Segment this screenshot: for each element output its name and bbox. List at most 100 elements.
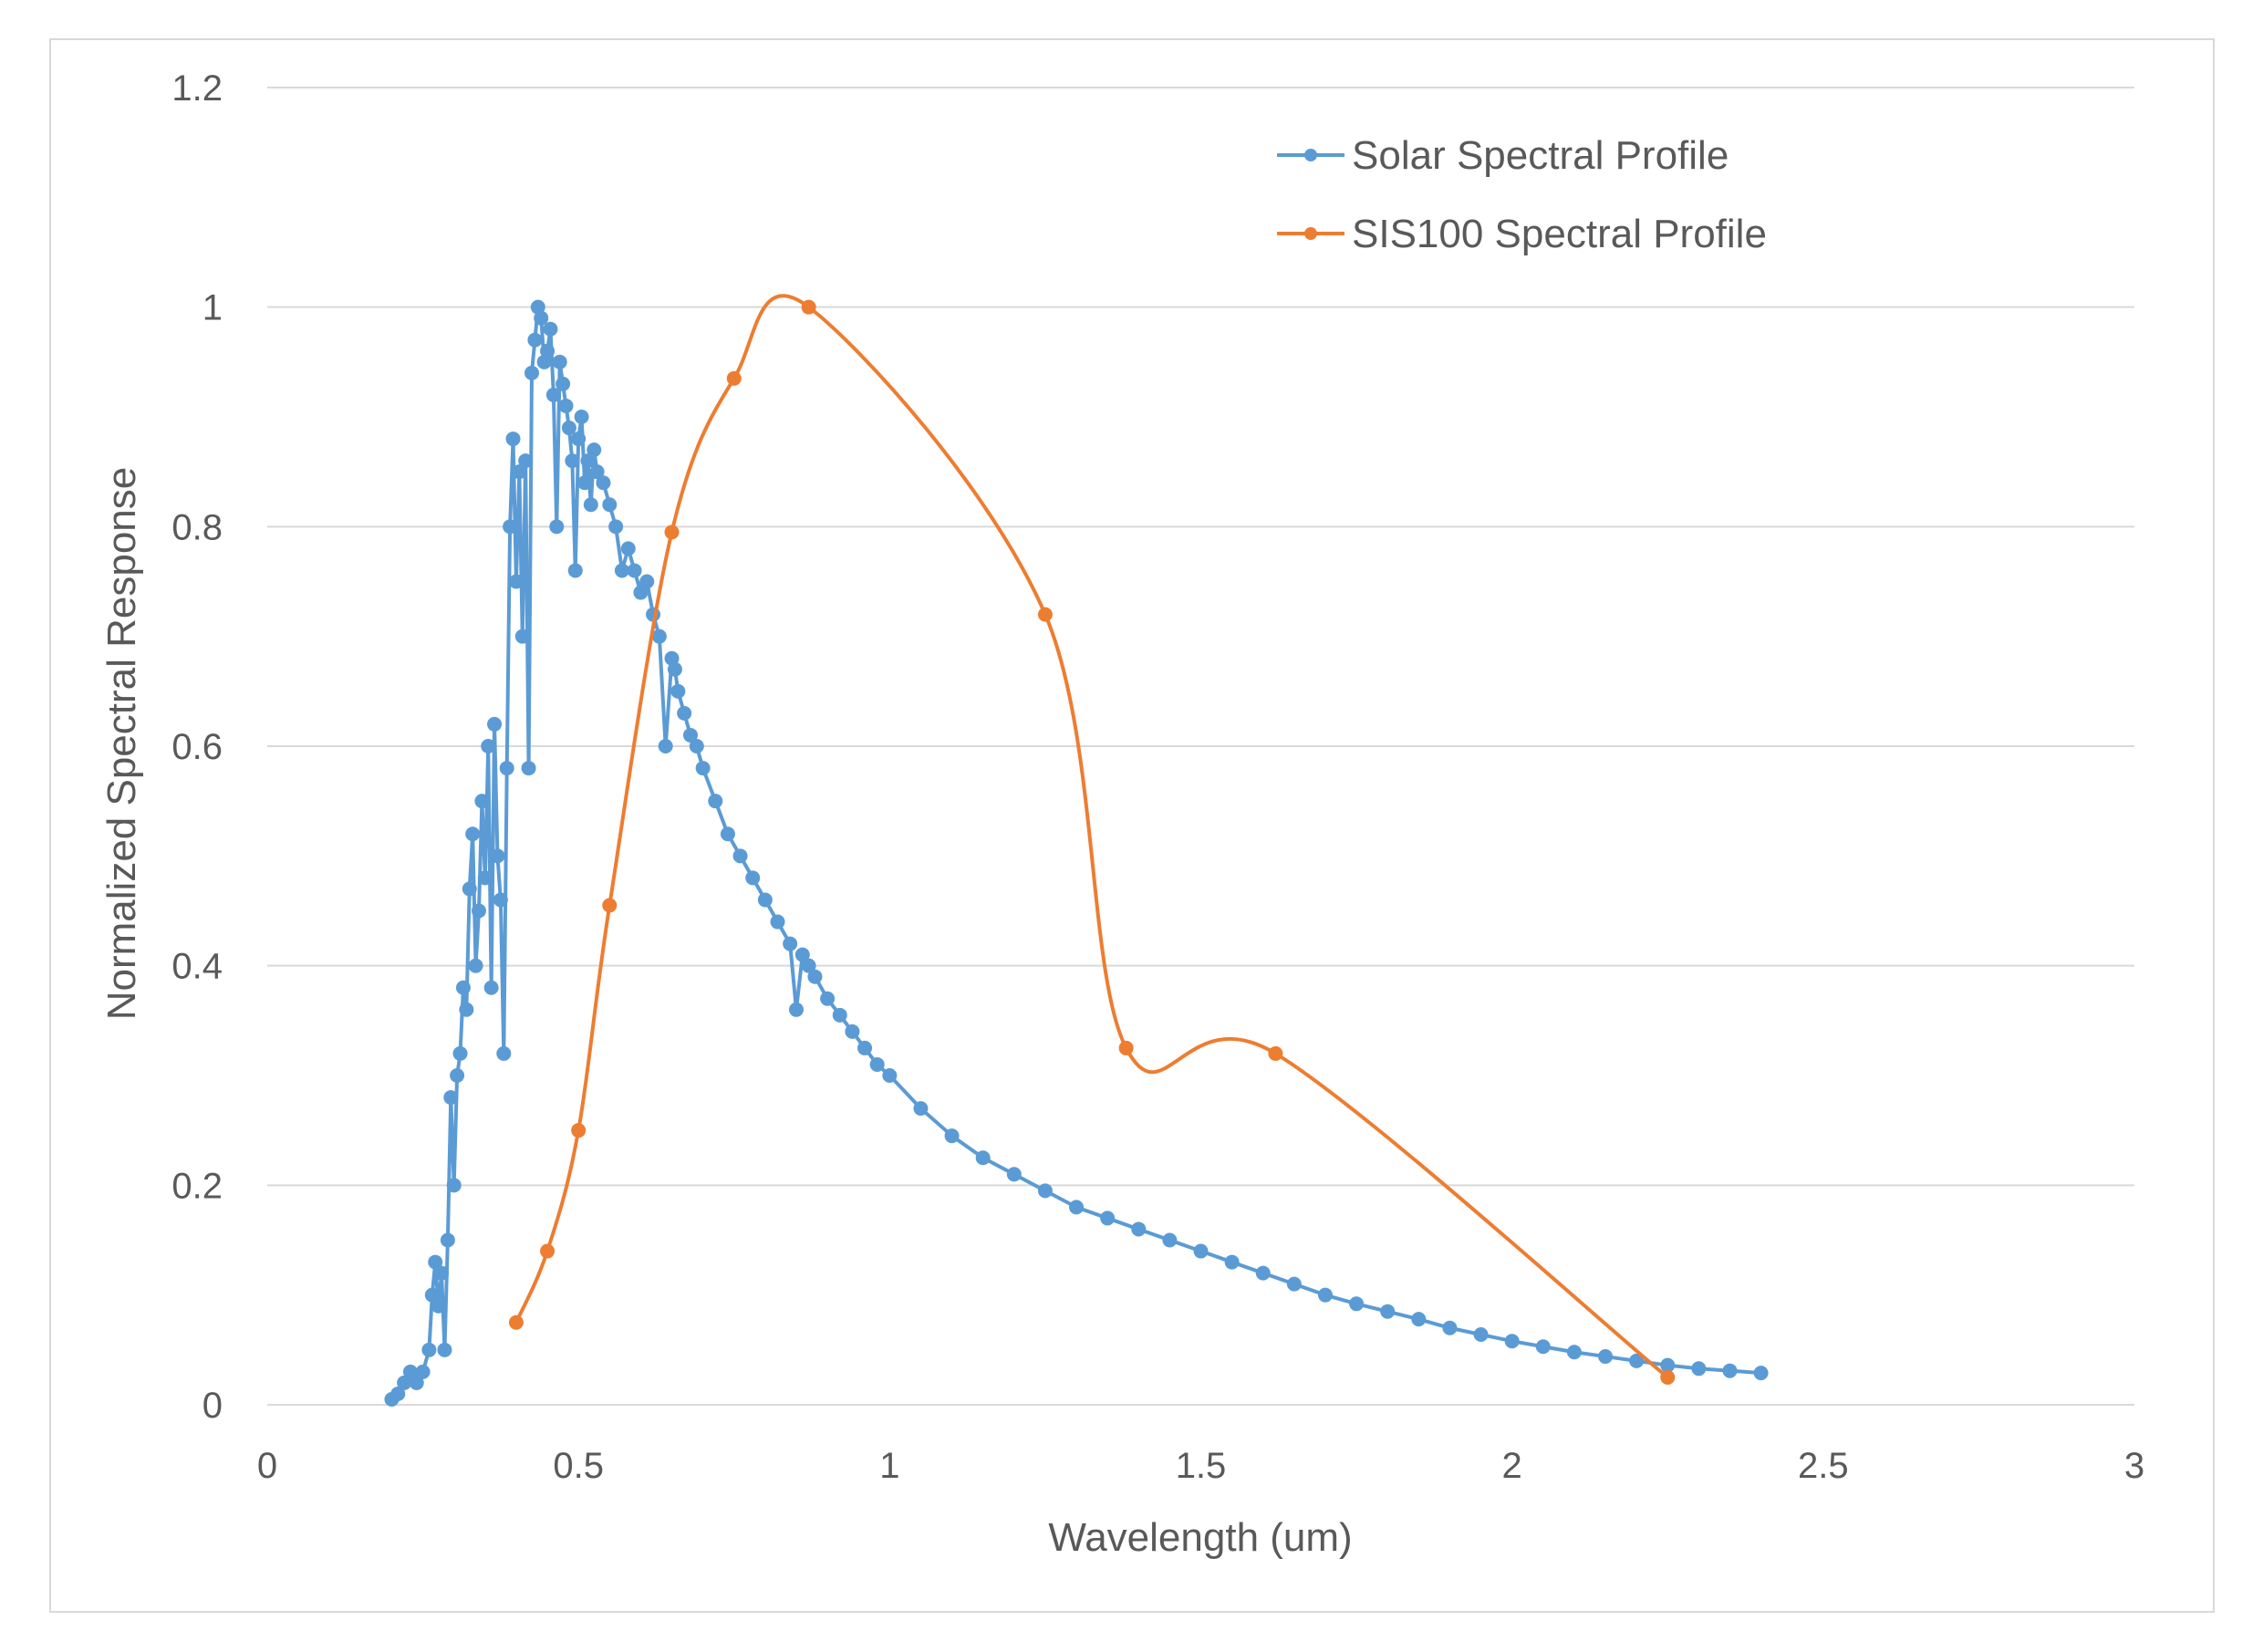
data-point: [474, 794, 490, 809]
data-point: [1193, 1243, 1209, 1259]
legend-sis100-label: SIS100 Spectral Profile: [1352, 212, 1767, 256]
data-point: [627, 563, 642, 578]
data-point: [1629, 1353, 1645, 1368]
legend-solar-label: Solar Spectral Profile: [1352, 133, 1729, 178]
data-point: [487, 716, 503, 732]
chart-frame: [49, 38, 2215, 1613]
data-point: [540, 343, 555, 358]
data-point: [459, 1002, 474, 1017]
y-tick-label: 0: [202, 1386, 223, 1426]
data-point: [561, 421, 576, 436]
x-tick-label: 0: [257, 1446, 277, 1486]
data-point: [468, 958, 483, 973]
data-point: [477, 870, 493, 886]
data-point: [437, 1342, 452, 1357]
data-point: [801, 958, 816, 973]
data-point: [397, 1375, 412, 1390]
gridlines: [267, 87, 2134, 1187]
y-tick-label: 0.2: [171, 1166, 223, 1206]
data-point: [596, 475, 611, 491]
data-point: [1504, 1334, 1520, 1349]
x-tick-labels: 0 0.5 1 1.5 2 2.5 3: [257, 1446, 2144, 1486]
data-point: [415, 1364, 431, 1379]
data-point: [1442, 1320, 1458, 1335]
y-tick-label: 1.2: [171, 68, 223, 109]
data-point: [1037, 607, 1053, 622]
data-point: [481, 739, 496, 753]
data-point: [552, 354, 567, 369]
data-point: [1411, 1312, 1427, 1327]
data-point: [633, 585, 649, 600]
y-tick-label: 0.6: [171, 727, 223, 767]
data-point: [788, 1002, 804, 1017]
data-point: [783, 936, 798, 951]
data-point: [1722, 1363, 1738, 1378]
data-point: [732, 848, 748, 864]
data-point: [574, 410, 589, 424]
data-point: [1566, 1345, 1582, 1360]
data-point: [1473, 1326, 1489, 1342]
data-point: [471, 903, 486, 919]
data-point: [440, 1232, 455, 1248]
data-point: [695, 761, 711, 776]
data-point: [496, 1045, 512, 1061]
data-point: [543, 321, 558, 337]
data-point: [658, 739, 673, 753]
data-point: [1069, 1200, 1085, 1215]
series-layer: [384, 294, 1769, 1407]
data-point: [670, 683, 686, 699]
data-point: [512, 464, 527, 480]
x-tick-label: 2: [1502, 1446, 1522, 1486]
data-point: [431, 1298, 446, 1314]
data-point: [1255, 1265, 1271, 1281]
data-point: [514, 629, 530, 644]
data-point: [390, 1386, 406, 1401]
data-point: [1224, 1254, 1240, 1270]
data-point: [434, 1265, 450, 1281]
data-point: [589, 464, 605, 480]
data-point: [524, 365, 539, 380]
data-point: [1317, 1287, 1333, 1303]
legend-sis100-swatch-marker: [1304, 227, 1317, 240]
data-point: [505, 431, 521, 447]
data-point: [602, 497, 618, 513]
x-tick-label: 0.5: [553, 1446, 604, 1486]
x-axis-title: Wavelength (um): [1048, 1515, 1352, 1560]
data-point: [1006, 1167, 1022, 1182]
data-point: [1162, 1232, 1178, 1248]
data-point: [1349, 1296, 1365, 1312]
data-point: [682, 727, 698, 743]
data-point: [975, 1150, 991, 1166]
data-point: [545, 387, 561, 402]
data-point: [608, 519, 624, 535]
y-tick-label: 1: [202, 288, 223, 328]
y-axis-title: Normalized Spectral Response: [99, 467, 144, 1021]
legend-solar-swatch-marker: [1304, 149, 1317, 161]
data-point: [567, 563, 583, 578]
data-point: [689, 739, 704, 753]
x-tick-label: 1.5: [1176, 1446, 1227, 1486]
data-point: [421, 1342, 437, 1357]
data-point: [534, 310, 549, 326]
y-tick-labels: 0 0.2 0.4 0.6 0.8 1 1.2: [171, 68, 223, 1426]
data-point: [565, 453, 580, 469]
data-point: [576, 475, 592, 491]
x-tick-label: 1: [879, 1446, 899, 1486]
data-point: [493, 892, 508, 908]
data-point: [452, 1045, 468, 1061]
data-point: [527, 332, 543, 348]
data-point: [944, 1128, 960, 1144]
data-point: [882, 1068, 898, 1083]
legend-entry-solar: Solar Spectral Profile: [1277, 133, 1729, 178]
data-point: [443, 1090, 459, 1106]
data-point: [1100, 1210, 1116, 1226]
series-line: [390, 305, 1761, 1401]
data-point: [602, 898, 618, 913]
data-point: [446, 1178, 462, 1193]
data-point: [845, 1023, 860, 1039]
data-point: [1268, 1045, 1283, 1061]
data-point: [1037, 1183, 1053, 1199]
data-point: [857, 1040, 873, 1055]
data-point: [726, 370, 742, 386]
data-point: [820, 991, 836, 1006]
